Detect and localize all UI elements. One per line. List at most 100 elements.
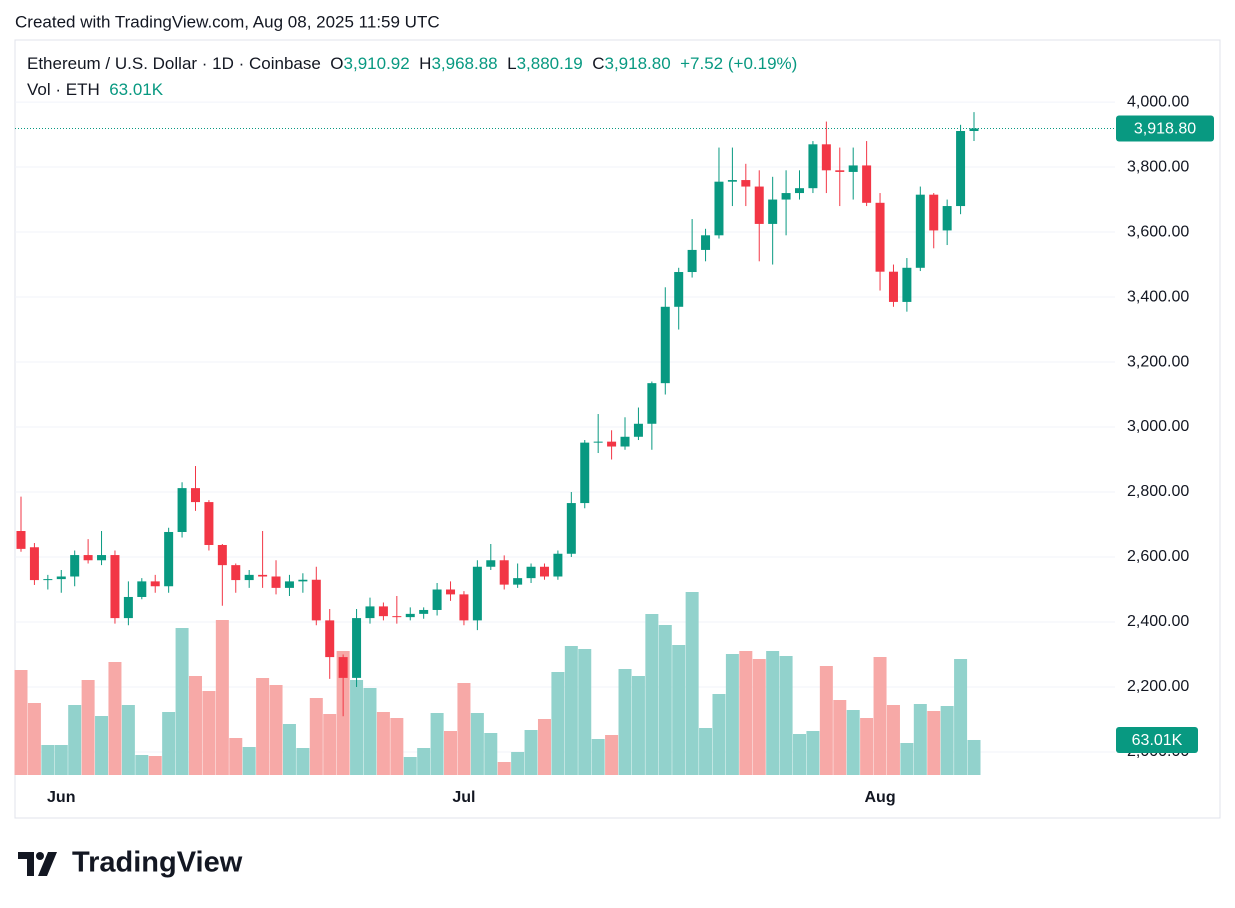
candle-body [446, 589, 456, 595]
volume-bar [954, 659, 968, 775]
volume-bar [739, 651, 753, 775]
candle-body [110, 555, 120, 619]
candle-body [56, 576, 66, 580]
brand: TradingView [72, 847, 243, 879]
candle-body [244, 574, 254, 581]
volume-bar [309, 698, 323, 775]
volume-bar [685, 592, 699, 775]
volume-bar [148, 756, 162, 775]
volume-bar [793, 734, 807, 775]
volume-bar [68, 705, 82, 775]
y-tick-label: 2,200.00 [1127, 678, 1189, 695]
volume-bar [672, 645, 686, 775]
volume-bar [537, 719, 551, 775]
candle-body [472, 566, 482, 621]
volume-bar [350, 680, 364, 775]
volume-name: Vol · ETH [27, 80, 100, 99]
volume-bar [886, 705, 900, 775]
volume-bar [282, 724, 296, 775]
volume-bar [417, 748, 431, 775]
candle-body [164, 531, 174, 587]
volume-bar [41, 745, 55, 775]
candle-body [150, 581, 160, 587]
volume-bar [457, 683, 471, 775]
volume-bar [873, 657, 887, 775]
candle-body [499, 560, 509, 585]
y-tick-label: 3,400.00 [1127, 288, 1189, 305]
volume-bar [658, 625, 672, 775]
candle-body [848, 165, 858, 172]
volume-bar [752, 659, 766, 775]
candle-body [660, 306, 670, 384]
candle-body [929, 194, 939, 231]
volume-bar [363, 688, 377, 775]
volume-bar [645, 614, 659, 775]
candle-body [29, 547, 39, 581]
pane-border [14, 39, 1221, 819]
candle-body [875, 202, 885, 272]
candle-body [271, 576, 281, 588]
candle-body [486, 560, 496, 567]
volume-bar [591, 739, 605, 775]
volume-bar [511, 752, 525, 775]
volume-bar [497, 762, 511, 775]
volume-bar [900, 743, 914, 775]
volume-bar [188, 676, 202, 775]
x-tick-label: Jul [452, 789, 475, 806]
candle-body [727, 180, 737, 182]
candle-body [956, 131, 966, 207]
y-tick-label: 3,200.00 [1127, 353, 1189, 370]
candle-body [687, 249, 697, 273]
candle-body [888, 271, 898, 302]
volume-bar [229, 738, 243, 775]
ohlc-value: 3,968.88 [431, 54, 498, 73]
candle-body [338, 657, 348, 678]
y-tick-label: 3,600.00 [1127, 223, 1189, 240]
volume-bar [269, 685, 283, 775]
candle-body [137, 581, 147, 597]
volume-value: 63.01K [109, 80, 164, 99]
last-price-label: 3,918.80 [1134, 121, 1196, 138]
y-tick-label: 2,800.00 [1127, 483, 1189, 500]
volume-bar [444, 731, 458, 775]
volume-bar [81, 680, 95, 775]
ohlc-key: H [419, 54, 432, 73]
candle-body [553, 553, 563, 577]
y-tick-label: 3,800.00 [1127, 158, 1189, 175]
change: +7.52 (+0.19%) [680, 54, 798, 73]
volume-bar [605, 735, 619, 775]
volume-bar [806, 731, 820, 775]
candle-body [633, 423, 643, 437]
candle-body [284, 581, 294, 588]
candle-body [580, 442, 590, 504]
candle-body [405, 613, 415, 618]
candle-body [365, 606, 375, 619]
volume-bar [242, 747, 256, 775]
candle-body [781, 193, 791, 200]
ohlc: O3,910.92 H3,968.88 L3,880.19 C3,918.80 [330, 54, 680, 73]
candle-body [325, 620, 335, 658]
volume-bar [54, 745, 68, 775]
candle-body [821, 144, 831, 171]
volume-bar [833, 700, 847, 775]
candle-body [204, 502, 214, 545]
volume-bar [162, 712, 176, 775]
volume-bar [779, 656, 793, 775]
volume-bar [725, 654, 739, 775]
candle-body [43, 579, 53, 581]
candle-body [231, 565, 241, 581]
candle-body [754, 186, 764, 224]
volume-bar [913, 704, 927, 775]
last-price-badge [1116, 115, 1214, 142]
brand-logo [18, 852, 57, 876]
candle-body [298, 579, 308, 582]
legend-title: Ethereum / U.S. Dollar · 1D · Coinbase O… [27, 54, 797, 74]
candle-body [526, 566, 536, 579]
ohlc-key: O [330, 54, 344, 73]
volume-bar [376, 712, 390, 775]
candle-body [513, 578, 523, 585]
volume-bar [403, 757, 417, 775]
legend-volume: Vol · ETH 63.01K [27, 80, 163, 100]
candle-body [352, 618, 362, 678]
